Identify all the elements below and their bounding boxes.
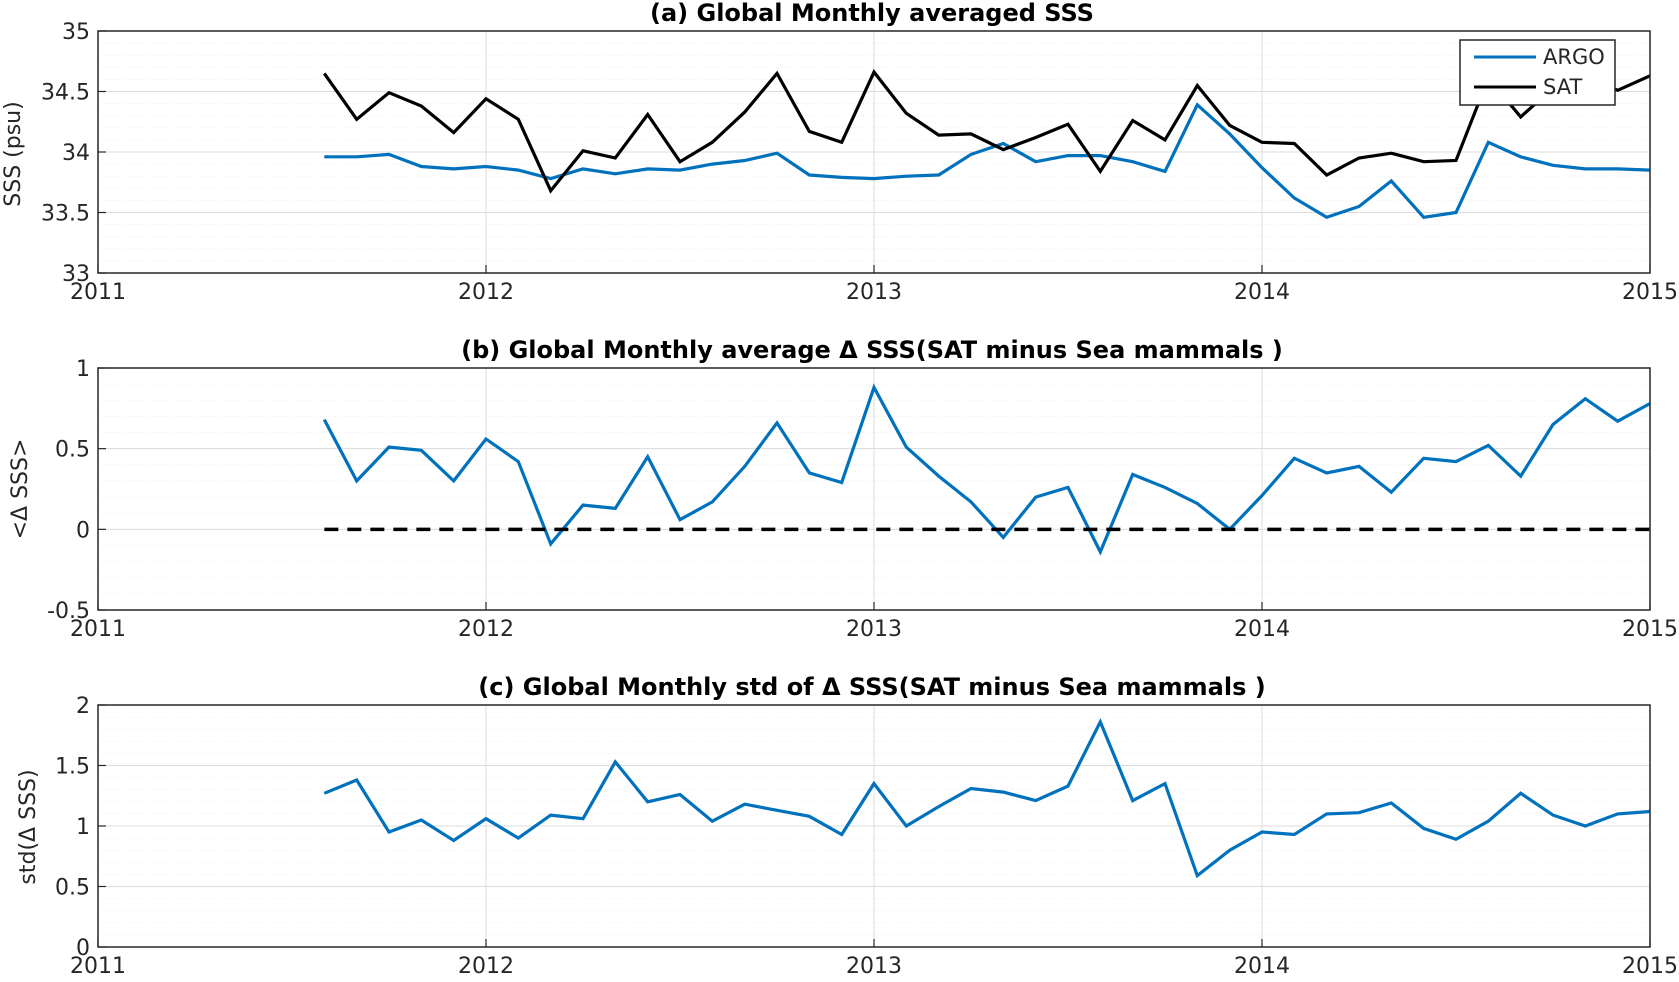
axes-frame: [97, 30, 1651, 274]
legend-label-argo: ARGO: [1543, 45, 1605, 69]
y-axis-label: std(Δ SSS): [16, 769, 41, 884]
y-tick-label: 34: [62, 141, 90, 166]
y-tick-label: 0.5: [55, 438, 90, 463]
panel-c-std-delta-sss: (c) Global Monthly std of Δ SSS(SAT minu…: [16, 673, 1678, 979]
y-axis-label: SSS (psu): [1, 101, 26, 206]
y-axis-label: <Δ SSS>: [8, 439, 33, 540]
legend-label-sat: SAT: [1543, 75, 1582, 99]
series-line-sat: [322, 69, 1651, 194]
y-tick-label: 0.5: [55, 876, 90, 901]
x-tick-label: 2015: [1622, 280, 1678, 305]
x-tick-label: 2013: [846, 954, 902, 979]
x-tick-label: 2012: [458, 617, 514, 642]
x-tick-label: 2011: [70, 617, 126, 642]
axes-frame: [97, 367, 1651, 611]
y-tick-label: 1: [76, 357, 90, 382]
x-tick-label: 2012: [458, 954, 514, 979]
y-tick-label: 0: [76, 518, 90, 543]
axes-frame: [97, 704, 1651, 948]
y-tick-label: 33.5: [41, 202, 90, 227]
x-tick-label: 2011: [70, 280, 126, 305]
x-tick-label: 2014: [1234, 280, 1290, 305]
x-tick-label: 2012: [458, 280, 514, 305]
legend: ARGO SAT: [1459, 39, 1616, 106]
y-tick-label: 34.5: [41, 81, 90, 106]
panel-a-global-monthly-averaged-sss: (a) Global Monthly averaged SSS SSS (psu…: [1, 0, 1678, 305]
x-tick-label: 2014: [1234, 954, 1290, 979]
y-tick-label: 33: [62, 262, 90, 287]
x-tick-label: 2013: [846, 617, 902, 642]
panel-b-mean-delta-sss: (b) Global Monthly average Δ SSS(SAT min…: [8, 336, 1678, 642]
x-tick-label: 2015: [1622, 617, 1678, 642]
plot-area: 0 0.5 1 1.5 2 2011 2012 2013 2014 2015: [55, 694, 1678, 979]
y-tick-label: 1: [76, 815, 90, 840]
x-tick-label: 2011: [70, 954, 126, 979]
legend-box: [1459, 39, 1616, 106]
y-tick-label: -0.5: [47, 599, 90, 624]
chart-title: (b) Global Monthly average Δ SSS(SAT min…: [461, 336, 1283, 364]
plot-area: -0.5 0 0.5 1 2011 2012 2013 2014 2015: [47, 357, 1678, 642]
x-tick-label: 2014: [1234, 617, 1290, 642]
y-tick-label: 0: [76, 936, 90, 961]
chart-title: (a) Global Monthly averaged SSS: [650, 0, 1094, 27]
chart-title: (c) Global Monthly std of Δ SSS(SAT minu…: [478, 673, 1265, 701]
y-tick-label: 35: [62, 20, 90, 45]
y-tick-label: 1.5: [55, 755, 90, 780]
y-tick-label: 2: [76, 694, 90, 719]
x-tick-label: 2013: [846, 280, 902, 305]
series-line: [323, 718, 1651, 879]
x-tick-label: 2015: [1622, 954, 1678, 979]
plot-area: 33 33.5 34 34.5 35 2011 2012 2013 2014 2015: [41, 20, 1678, 305]
